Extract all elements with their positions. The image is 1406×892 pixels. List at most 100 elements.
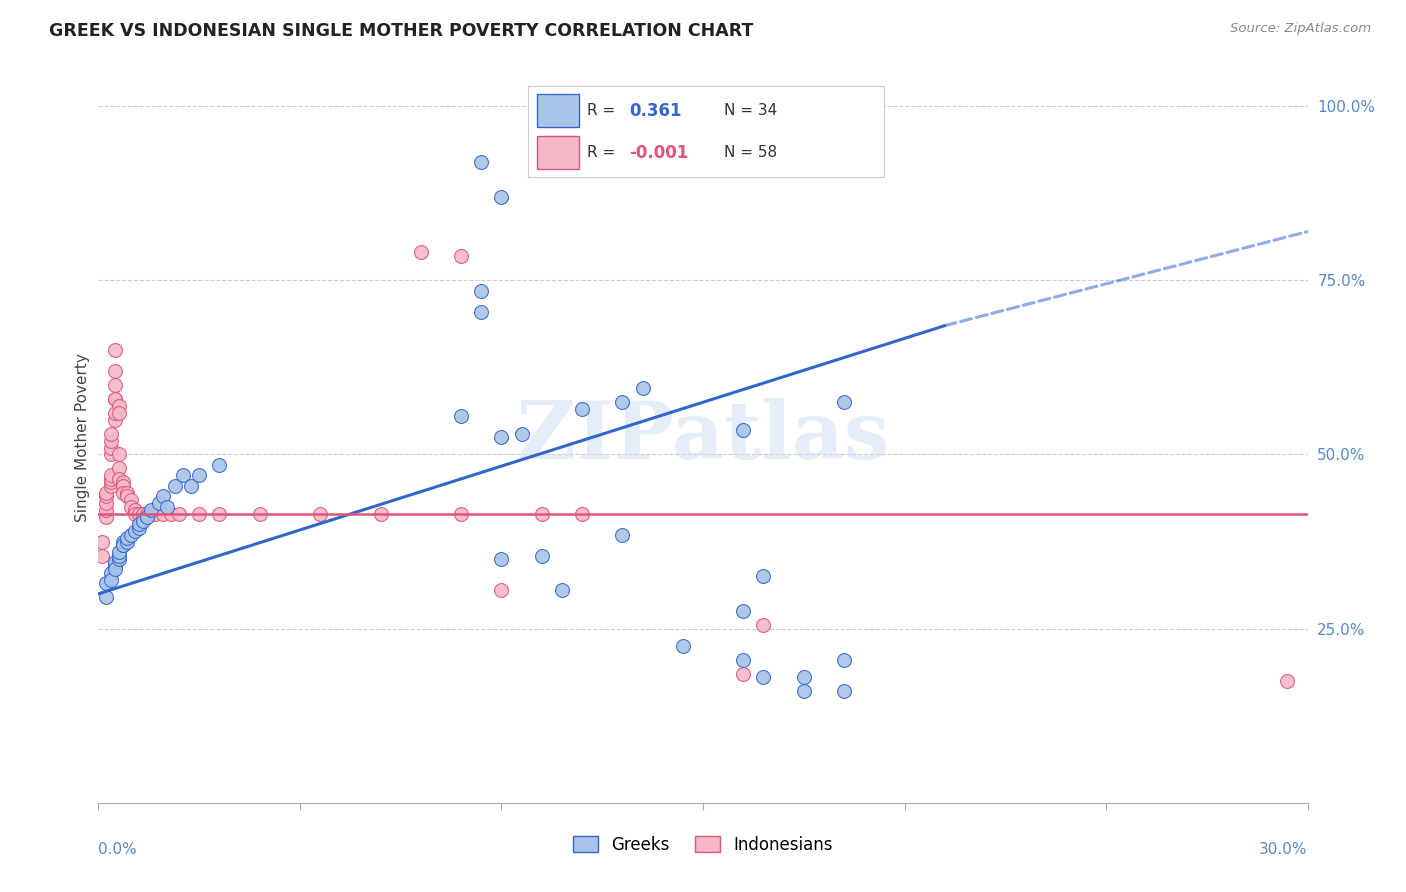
Point xyxy=(470,155,492,169)
Point xyxy=(120,527,142,541)
Point xyxy=(124,507,146,521)
Point xyxy=(107,549,129,563)
Point xyxy=(135,507,157,521)
Point xyxy=(793,684,815,698)
Point xyxy=(111,475,134,490)
Point xyxy=(733,604,755,618)
Point xyxy=(128,521,150,535)
Point xyxy=(631,381,654,395)
Point xyxy=(160,507,183,521)
Point xyxy=(111,485,134,500)
Point xyxy=(115,531,138,545)
Point xyxy=(530,507,553,521)
Point xyxy=(115,489,138,503)
Point xyxy=(107,406,129,420)
Point xyxy=(96,503,118,517)
Point xyxy=(96,591,118,605)
Point xyxy=(100,479,122,493)
Point xyxy=(832,395,855,409)
Point xyxy=(163,479,186,493)
Point xyxy=(208,458,231,472)
Text: 0.0%: 0.0% xyxy=(98,842,138,856)
Point xyxy=(571,402,593,417)
Point xyxy=(128,507,150,521)
Point xyxy=(551,583,574,598)
Point xyxy=(139,507,162,521)
Point xyxy=(530,549,553,563)
Point xyxy=(96,510,118,524)
Point xyxy=(103,343,125,357)
Point xyxy=(152,507,174,521)
Point xyxy=(752,569,775,583)
Point xyxy=(96,576,118,591)
Point xyxy=(100,434,122,448)
Point xyxy=(139,503,162,517)
Point xyxy=(96,496,118,510)
Point xyxy=(103,364,125,378)
Point xyxy=(107,399,129,413)
Point xyxy=(143,507,166,521)
Point xyxy=(107,472,129,486)
Point xyxy=(96,485,118,500)
Point xyxy=(409,245,432,260)
Point xyxy=(752,670,775,684)
Point xyxy=(188,468,211,483)
Point xyxy=(180,479,202,493)
Point xyxy=(91,549,114,563)
Point xyxy=(100,441,122,455)
Point xyxy=(100,566,122,580)
Point xyxy=(103,392,125,406)
Point xyxy=(91,534,114,549)
Point xyxy=(832,684,855,698)
Point xyxy=(107,461,129,475)
Point xyxy=(103,558,125,573)
Point xyxy=(111,538,134,552)
Point xyxy=(103,392,125,406)
Point xyxy=(111,538,134,552)
Y-axis label: Single Mother Poverty: Single Mother Poverty xyxy=(75,352,90,522)
Point xyxy=(491,430,513,444)
Point xyxy=(470,304,492,318)
Point xyxy=(309,507,332,521)
Point xyxy=(115,485,138,500)
Point xyxy=(132,514,155,528)
Point xyxy=(1277,673,1299,688)
Point xyxy=(733,667,755,681)
Point xyxy=(152,489,174,503)
Point xyxy=(370,507,392,521)
Point xyxy=(208,507,231,521)
Point xyxy=(733,423,755,437)
Point xyxy=(132,507,155,521)
Point xyxy=(793,670,815,684)
Point xyxy=(96,489,118,503)
Point xyxy=(491,190,513,204)
Point xyxy=(100,468,122,483)
Text: ZIPatlas: ZIPatlas xyxy=(517,398,889,476)
Point xyxy=(470,284,492,298)
Point xyxy=(128,517,150,532)
Point xyxy=(107,545,129,559)
Point xyxy=(832,653,855,667)
Point xyxy=(111,534,134,549)
Point xyxy=(450,507,472,521)
Point xyxy=(672,639,695,653)
Point xyxy=(103,562,125,576)
Point xyxy=(100,472,122,486)
Point xyxy=(103,377,125,392)
Point xyxy=(172,468,194,483)
Point xyxy=(450,409,472,424)
Text: 30.0%: 30.0% xyxy=(1260,842,1308,856)
Point xyxy=(510,426,533,441)
Point xyxy=(135,510,157,524)
Point xyxy=(450,249,472,263)
Point xyxy=(124,524,146,538)
Point xyxy=(107,552,129,566)
Point xyxy=(733,653,755,667)
Text: Source: ZipAtlas.com: Source: ZipAtlas.com xyxy=(1230,22,1371,36)
Point xyxy=(571,507,593,521)
Point xyxy=(103,556,125,570)
Point xyxy=(120,492,142,507)
Point xyxy=(100,475,122,490)
Point xyxy=(100,573,122,587)
Point xyxy=(100,426,122,441)
